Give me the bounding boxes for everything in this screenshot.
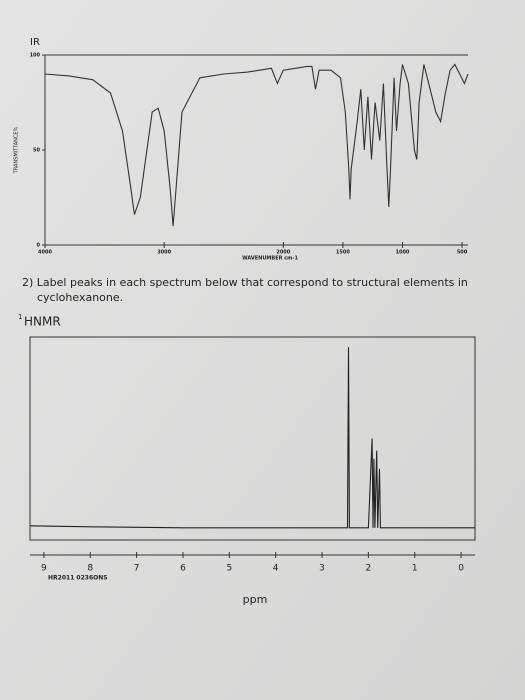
x-tick-label: 7 [134,564,140,574]
question-line: cyclohexanone. [37,291,123,304]
x-tick-label: 0 [458,564,464,574]
x-tick-label: 2 [366,564,372,574]
spectrum-line [44,63,469,227]
x-tick-label: 1000 [396,250,410,256]
y-axis-label: TRANSMITTANCE% [14,126,20,174]
plot-frame [29,336,476,541]
y-tick-label: 0 [37,243,41,249]
x-tick-label: 6 [180,564,186,574]
y-tick-label: 100 [30,53,41,59]
x-tick-label: 1500 [336,250,350,256]
x-tick-label: 8 [87,564,93,574]
x-axis-label: ppm [243,593,268,606]
x-tick-label: 4000 [38,250,52,256]
x-tick-label: 4 [273,564,279,574]
x-tick-label: 2000 [276,250,290,256]
x-tick-label: 3 [319,564,325,574]
x-tick-label: 500 [457,250,468,256]
x-tick-label: 1 [412,564,418,574]
spectrum-line [29,347,475,529]
x-tick-label: 5 [226,564,232,574]
question-line: 2) Label peaks in each spectrum below th… [22,276,468,289]
x-tick-label: 9 [41,564,47,574]
chart-title: IR [30,37,40,48]
nmr-code: HR2011 0236ONS [48,575,108,582]
nmr-heading-sup: 1 [18,313,22,321]
nmr-heading: HNMR [24,315,61,329]
x-tick-label: 3000 [157,250,171,256]
y-tick-label: 50 [33,148,40,154]
x-axis-label: WAVENUMBER cm-1 [242,256,298,262]
